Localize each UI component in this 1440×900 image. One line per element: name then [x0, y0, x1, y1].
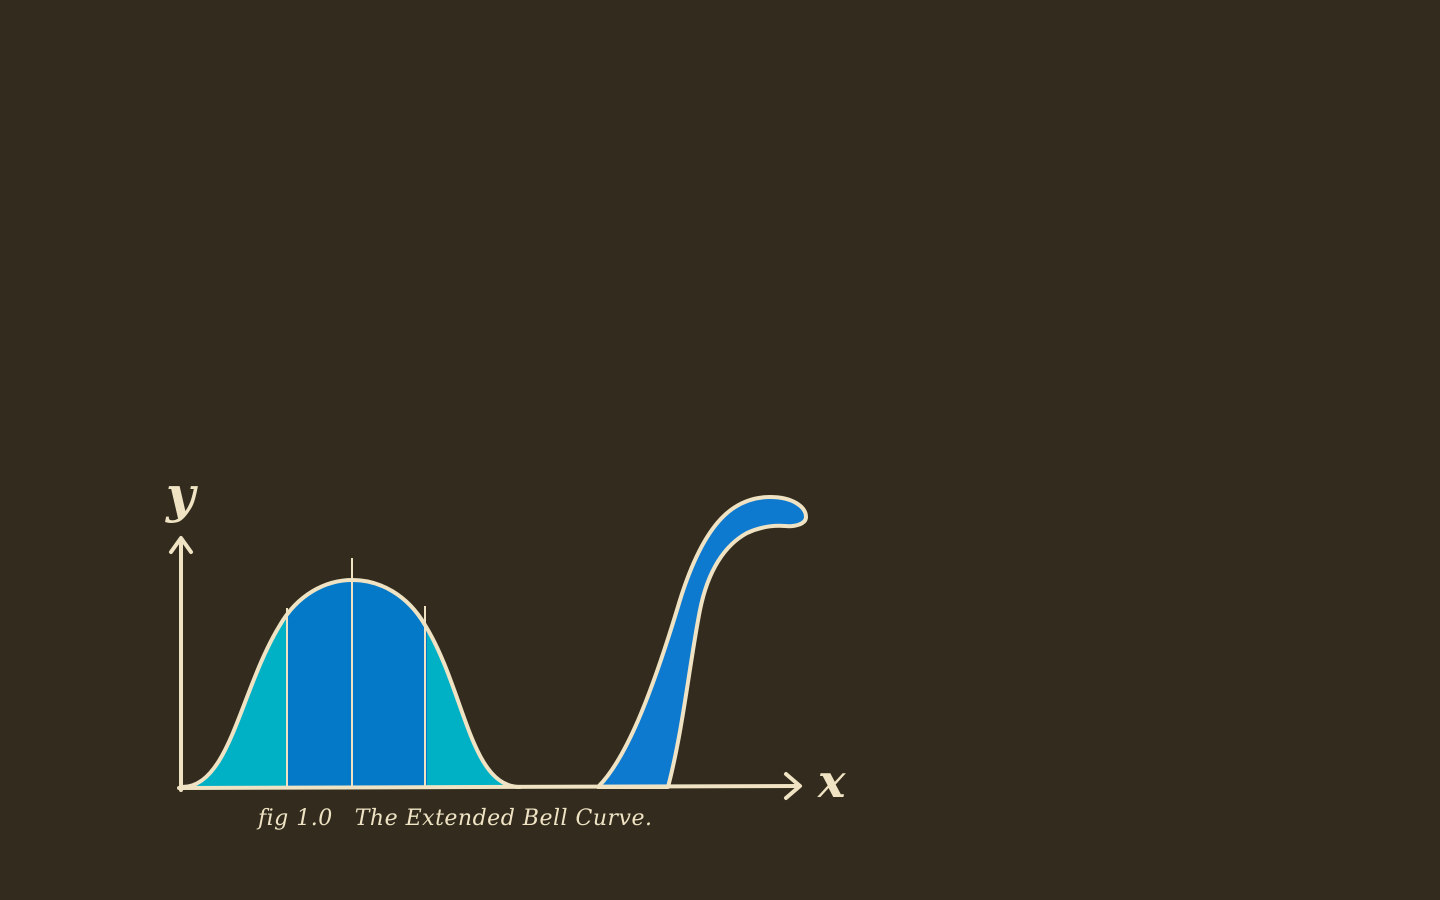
caption-title: The Extended Bell Curve.: [354, 806, 653, 831]
figure-caption: fig 1.0 The Extended Bell Curve.: [258, 806, 653, 831]
bell-center-region: [287, 580, 427, 787]
caption-figure-number: fig 1.0: [258, 806, 333, 831]
sea-monster-neck: [596, 495, 808, 789]
y-axis-arrow-icon: [169, 536, 193, 554]
y-axis-label: y: [166, 465, 196, 524]
x-axis-arrow-icon: [784, 772, 802, 800]
x-axis-line: [177, 784, 800, 790]
x-axis-label: x: [818, 754, 846, 808]
